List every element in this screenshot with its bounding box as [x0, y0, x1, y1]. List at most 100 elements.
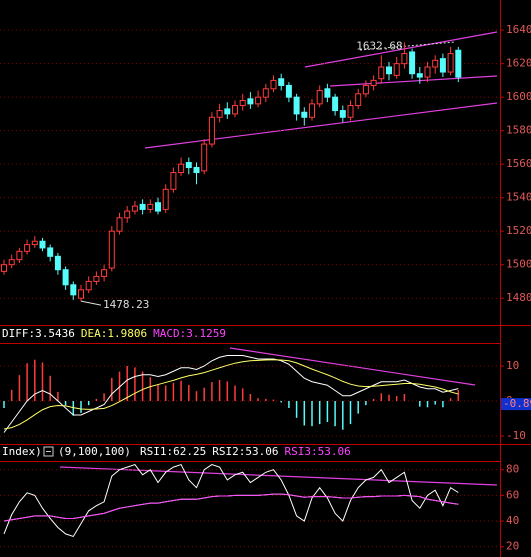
candle-body — [178, 163, 185, 174]
y-tick-label: -10 — [506, 429, 526, 442]
candle-body — [155, 202, 161, 212]
candle-body — [170, 172, 177, 190]
candle-body — [70, 284, 77, 296]
low-annotation: 1478.23 — [103, 298, 149, 311]
y-tick-label: 1640 — [506, 23, 531, 36]
candle-body — [24, 244, 31, 252]
candle-body — [85, 280, 92, 291]
candle-body — [201, 143, 208, 172]
candle-body — [301, 111, 308, 118]
indicator-line — [3, 355, 459, 433]
candle-body — [355, 93, 362, 107]
candle-body — [285, 84, 292, 98]
candle-body — [216, 110, 223, 118]
candle-body — [432, 59, 439, 68]
candle-body — [185, 162, 192, 169]
y-tick-label: 40 — [506, 514, 519, 527]
y-tick-label: 1560 — [506, 157, 531, 170]
candle-body — [309, 103, 315, 118]
candle-body — [108, 230, 115, 269]
indicator-header: RSI1:62.25 RSI2:53.06 RSI3:53.06 — [140, 445, 351, 458]
legend-name: DIFF: — [2, 327, 35, 340]
trend-line — [329, 75, 498, 87]
candle-body — [208, 116, 215, 145]
indicator-params: (9,100,100) — [58, 445, 131, 458]
candle-body — [293, 96, 300, 115]
candle-body — [278, 78, 285, 86]
legend-value: 62.25 — [173, 445, 206, 458]
y-tick-label: 60 — [506, 488, 519, 501]
candle-body — [362, 84, 369, 95]
candle-body — [31, 240, 38, 246]
candle-body — [131, 205, 138, 212]
candle-body — [239, 100, 246, 107]
y-tick-label: 1620 — [506, 57, 531, 70]
legend-value: 53.06 — [318, 445, 351, 458]
indicator-line — [3, 359, 459, 430]
candle-body — [16, 250, 23, 261]
trend-line — [304, 31, 498, 68]
y-tick-label: 1540 — [506, 191, 531, 204]
cursor-value-box — [501, 398, 531, 411]
candle-body — [316, 89, 323, 105]
legend-value: 53.06 — [245, 445, 278, 458]
y-tick-label: 1500 — [506, 258, 531, 271]
high-annotation: 1632.68 — [356, 39, 402, 52]
y-tick-label: 80 — [506, 463, 519, 476]
candle-body — [93, 275, 100, 282]
candle-body — [39, 240, 46, 249]
candle-body — [1, 264, 7, 272]
candle-body — [255, 96, 262, 105]
candle-body — [324, 88, 331, 98]
indicator-label: Index) — [2, 445, 42, 458]
candle-body — [424, 66, 431, 78]
trend-line — [144, 102, 498, 149]
cursor-value-label: -0.89 — [503, 397, 531, 410]
y-tick-label: 1600 — [506, 90, 531, 103]
legend-name: RSI1: — [140, 445, 173, 458]
legend-name: DEA: — [81, 327, 108, 340]
y-tick-label: 1480 — [506, 291, 531, 304]
candle-body — [339, 110, 346, 118]
y-tick-label: 1520 — [506, 224, 531, 237]
candle-body — [332, 96, 339, 112]
candle-body — [416, 73, 423, 78]
collapse-icon[interactable] — [43, 446, 54, 457]
legend-value: 3.5436 — [35, 327, 75, 340]
indicator-line — [3, 463, 459, 538]
candle-body — [270, 79, 277, 90]
candle-body — [262, 88, 269, 98]
candle-body — [393, 63, 400, 76]
candle-body — [455, 49, 462, 78]
candle-body — [409, 51, 416, 75]
candle-body — [247, 98, 254, 105]
legend-value: 1.9806 — [107, 327, 147, 340]
candle-body — [78, 289, 84, 299]
candle-body — [162, 188, 169, 210]
y-tick-label: 1580 — [506, 124, 531, 137]
candle-body — [378, 66, 385, 80]
candle-body — [116, 217, 123, 232]
candle-body — [347, 105, 354, 118]
candle-body — [193, 167, 200, 174]
candle-body — [47, 247, 54, 257]
legend-name: RSI3: — [285, 445, 318, 458]
candle-body — [54, 255, 61, 271]
candle-body — [8, 259, 15, 266]
indicator-line — [3, 493, 459, 522]
candle-body — [232, 105, 238, 115]
candle-body — [101, 269, 108, 277]
y-tick-label: 20 — [506, 540, 519, 553]
candle-body — [224, 108, 231, 115]
low-pointer — [80, 300, 102, 306]
legend-name: MACD: — [153, 327, 186, 340]
legend-value: 3.1259 — [186, 327, 226, 340]
y-tick-label: 10 — [506, 359, 519, 372]
candle-body — [447, 53, 454, 73]
legend-name: RSI2: — [212, 445, 245, 458]
candle-body — [401, 53, 408, 65]
candle-body — [147, 203, 154, 210]
candle-body — [124, 210, 131, 219]
indicator-header: DIFF:3.5436 DEA:1.9806 MACD:3.1259 — [2, 327, 226, 340]
